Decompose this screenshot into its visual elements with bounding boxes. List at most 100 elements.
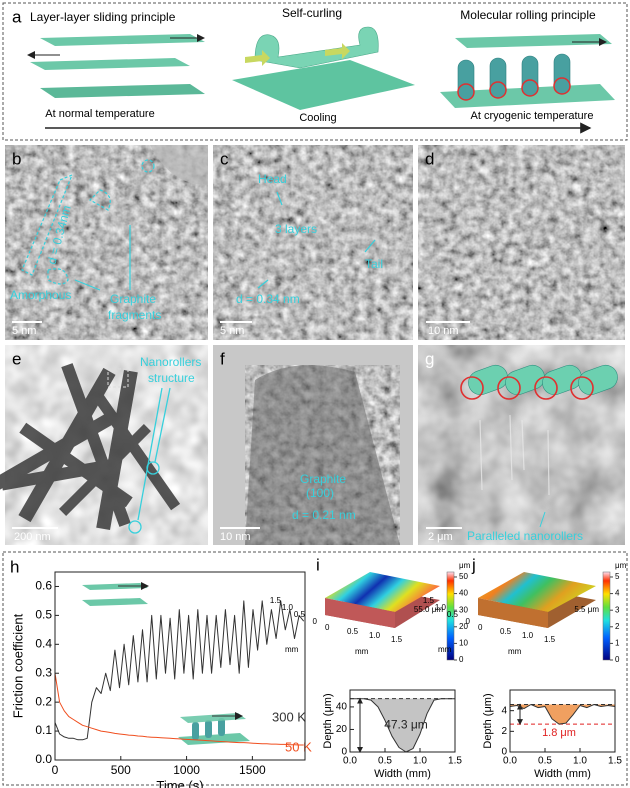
x-tick-label: 500 [111,763,131,777]
y-tick-label: 0.4 [35,636,52,650]
surface-tick-label: 0.5 [294,610,306,619]
tem-image [213,145,413,340]
annotation: Amorphous [10,288,71,302]
surface-tick-label: 1.5 [391,635,403,644]
x-tick-label: 0.0 [343,756,357,767]
surface-map [325,572,440,628]
annotation: Paralleled nanorollers [467,529,583,543]
panel-label: g [425,349,434,368]
line [54,600,305,741]
panel-frame [2,551,628,786]
panel-label: h [10,557,19,576]
annotation: d = 0.21 nm [292,508,356,522]
caption: At normal temperature [45,108,154,120]
surface-tick-label: 1.0 [522,631,534,640]
plot-frame [509,689,616,753]
surface-tick-label: 0 [466,617,471,626]
surface-tick-label: 0.5 [500,627,512,636]
y-tick-label: 40 [336,702,348,713]
panel-label: d [425,149,434,168]
background [150,145,208,185]
y-tick-label: 0.0 [35,752,52,766]
surface-tick-label: 0.5 [347,627,359,636]
tem-image [5,145,208,340]
height-label: 55.0 μm [414,605,443,614]
y-axis-title: Depth (μm) [482,693,494,748]
panel-label: f [220,349,225,368]
surface-tick-label: 1.5 [270,596,282,605]
y-tick-label: 0.1 [35,723,52,737]
panel-label: j [471,555,476,574]
sliding-schematic [27,34,205,98]
annotation: (100) [306,486,334,500]
curling-schematic [232,26,415,110]
x-tick-label: 1.0 [573,756,587,767]
height-label: 5.5 μm [574,605,599,614]
x-tick-label: 1.5 [608,756,622,767]
colorbar-tick-label: 3 [615,605,620,614]
y-tick-label: 20 [336,724,348,735]
surface-tick-label: 1.0 [282,603,294,612]
panel-frame [2,2,628,141]
surface-tick-label: 1.0 [369,631,381,640]
colorbar-tick-label: 10 [459,639,468,648]
caption: Cooling [299,112,336,124]
highlight-box [107,368,129,388]
panel-title: Molecular rolling principle [460,8,596,22]
x-axis-title: Width (mm) [534,768,591,780]
colorbar-unit: μm [459,561,471,570]
inset-sliding [82,582,149,606]
tem-image [418,145,625,340]
panel-label: e [12,349,21,368]
colorbar-unit: μm [615,561,627,570]
annotation: Head [258,172,287,186]
y-tick-label: 0.5 [35,608,52,622]
surface-tick-label: 1.5 [544,635,556,644]
x-tick-label: 0.5 [378,756,392,767]
surface-tick-label: 0 [478,623,483,632]
nanorollers [0,363,181,531]
x-axis-title: Width (mm) [374,768,431,780]
x-axis-title: Time (s) [156,778,203,788]
surface-unit: mm [508,647,522,656]
panel-label: a [12,7,22,26]
annotation: structure [148,371,195,385]
y-tick-label: 0 [501,747,507,758]
surface-unit: mm [285,645,299,654]
colorbar-tick-label: 40 [459,589,468,598]
colorbar-tick-label: 5 [615,572,620,581]
x-tick-label: 1.0 [413,756,427,767]
y-tick-label: 4 [501,705,507,716]
scale-label: 10 nm [220,531,251,543]
annotation-arrow [539,511,546,528]
y-axis-title: Friction coefficient [10,613,25,718]
rolling-schematic [440,34,615,108]
x-tick-label: 0.5 [538,756,552,767]
annotation: 47.3 μm [384,718,428,732]
panel-label: i [316,555,320,574]
scale-label: 200 nm [14,531,51,543]
surface-tick-label: 0 [313,617,318,626]
line [350,698,455,753]
annotation: Nanorollers [140,355,201,369]
colorbar [602,571,611,661]
annotation: fragments [108,308,161,322]
scale-label: 10 nm [428,325,459,337]
series-label: 300 K [272,709,306,724]
y-tick-label: 0.6 [35,579,52,593]
line [54,673,304,746]
surface-tick-label: 1.0 [435,603,447,612]
panel-title: Self-curling [282,6,342,20]
colorbar [446,571,455,661]
annotation: Graphite [110,292,156,306]
scale-label: 5 nm [220,325,244,337]
y-axis-title: Depth (μm) [322,693,334,748]
nanoroller-icon [460,364,618,400]
x-tick-label: 1000 [173,763,200,777]
x-tick-label: 1.5 [448,756,462,767]
colorbar-tick-label: 2 [615,622,620,631]
annotation: d = 0.34 nm [236,292,300,306]
colorbar-tick-label: 0 [459,655,464,664]
y-tick-label: 0.3 [35,665,52,679]
